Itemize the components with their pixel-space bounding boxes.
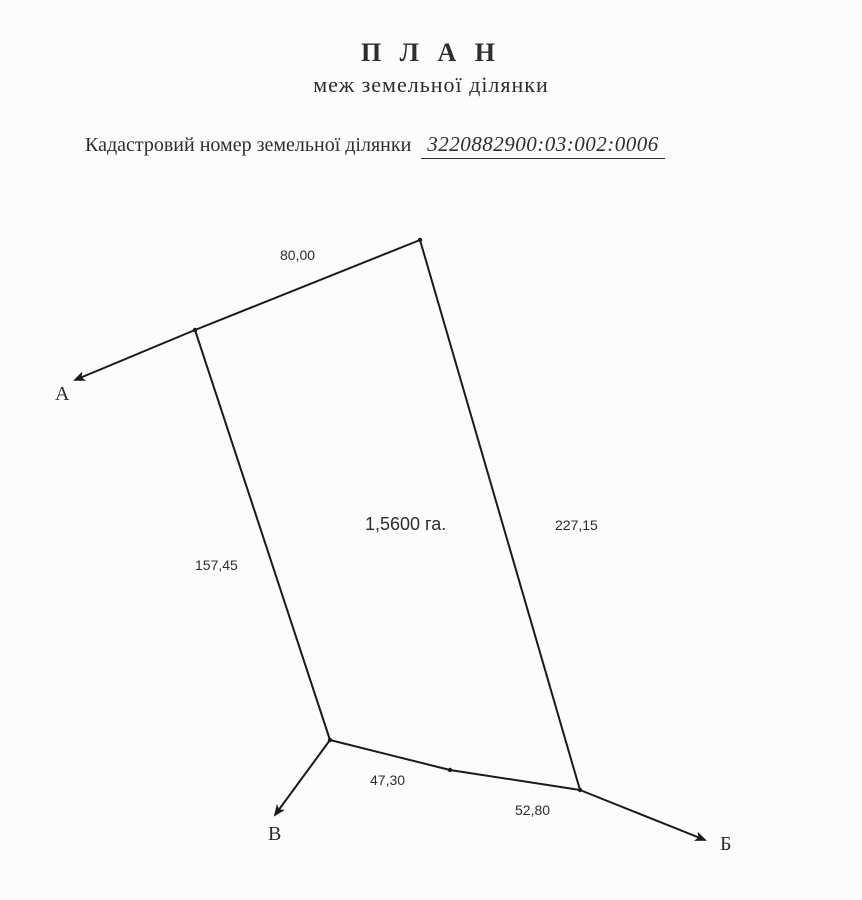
cadastral-label: Кадастровий номер земельної ділянки: [85, 134, 411, 157]
edge-length-label: 52,80: [515, 802, 550, 818]
edge-length-label: 227,15: [555, 517, 598, 533]
cadastral-row: Кадастровий номер земельної ділянки 3220…: [0, 132, 862, 159]
vertex-dot: [448, 768, 452, 772]
direction-arrow: [580, 790, 705, 840]
vertex-label: Б: [720, 833, 731, 855]
vertex-label: В: [268, 823, 281, 845]
title-block: П Л А Н меж земельної ділянки: [0, 0, 862, 98]
edge-length-label: 80,00: [280, 247, 315, 263]
area-label: 1,5600 га.: [365, 514, 446, 534]
vertex-dot: [418, 238, 422, 242]
plot-diagram: А В Б 80,00 227,15 157,45 47,30 52,80 1,5600 га.: [0, 200, 862, 880]
edge-length-label: 47,30: [370, 772, 405, 788]
title-line1: П Л А Н: [0, 38, 862, 68]
document-page: П Л А Н меж земельної ділянки Кадастрови…: [0, 0, 862, 900]
title-line2: меж земельної ділянки: [0, 72, 862, 98]
vertex-label: А: [55, 383, 70, 405]
direction-arrow: [75, 330, 195, 380]
cadastral-value: 3220882900:03:002:0006: [421, 132, 664, 159]
direction-arrow: [275, 740, 330, 815]
plot-svg: А В Б 80,00 227,15 157,45 47,30 52,80 1,5600 га.: [0, 200, 862, 880]
edge-length-label: 157,45: [195, 557, 238, 573]
